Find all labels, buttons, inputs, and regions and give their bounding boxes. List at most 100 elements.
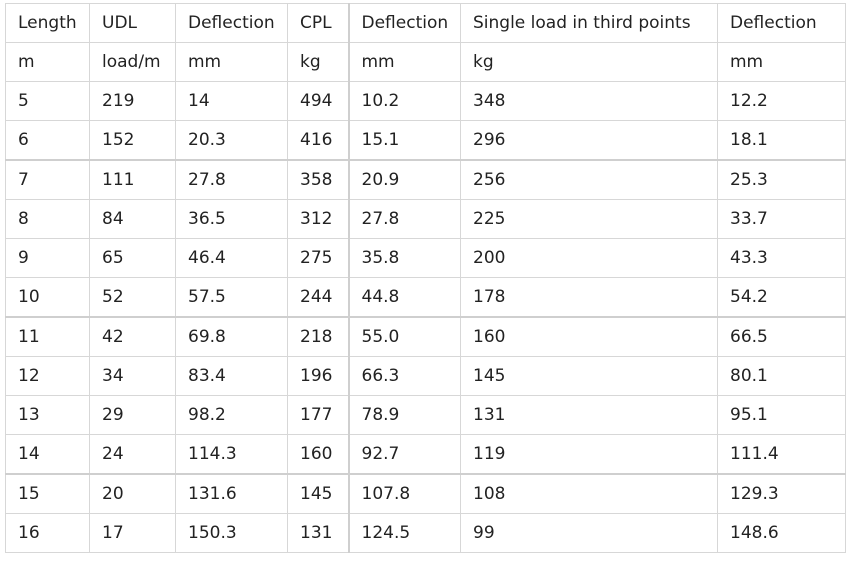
table-row: 16 17 150.3 131 124.5 99 148.6 [5, 513, 846, 553]
cell-length: 5 [5, 81, 90, 121]
cell-single-load: 296 [460, 120, 718, 161]
cell-length: 6 [5, 120, 90, 161]
cell-single-load-deflection: 66.5 [717, 316, 846, 357]
cell-cpl-deflection: 20.9 [348, 159, 461, 200]
cell-udl-deflection: 83.4 [175, 356, 288, 396]
cell-cpl-deflection: 27.8 [348, 199, 461, 239]
table-row: 5 219 14 494 10.2 348 12.2 [5, 81, 846, 121]
cell-cpl-deflection: 107.8 [348, 473, 461, 514]
cell-single-load: 178 [460, 277, 718, 318]
cell-length: 13 [5, 395, 90, 435]
cell-cpl-deflection: 15.1 [348, 120, 461, 161]
header-cell-udl-deflection: Deflection [175, 3, 288, 43]
cell-udl-deflection: 57.5 [175, 277, 288, 318]
cell-length: 10 [5, 277, 90, 318]
cell-cpl: 494 [287, 81, 350, 121]
cell-udl-deflection: 20.3 [175, 120, 288, 161]
cell-length: 12 [5, 356, 90, 396]
unit-cell-single-load-deflection: mm [717, 42, 846, 82]
cell-cpl-deflection: 124.5 [348, 513, 461, 553]
table-row: 13 29 98.2 177 78.9 131 95.1 [5, 395, 846, 435]
cell-udl: 29 [89, 395, 176, 435]
cell-length: 15 [5, 473, 90, 514]
cell-udl-deflection: 69.8 [175, 316, 288, 357]
unit-row: m load/m mm kg mm kg mm [5, 42, 846, 82]
cell-cpl: 177 [287, 395, 350, 435]
cell-single-load: 225 [460, 199, 718, 239]
cell-single-load: 108 [460, 473, 718, 514]
cell-udl: 152 [89, 120, 176, 161]
cell-single-load: 200 [460, 238, 718, 278]
cell-udl-deflection: 14 [175, 81, 288, 121]
cell-single-load-deflection: 80.1 [717, 356, 846, 396]
cell-length: 7 [5, 159, 90, 200]
cell-cpl-deflection: 66.3 [348, 356, 461, 396]
table-row: 7 111 27.8 358 20.9 256 25.3 [5, 159, 846, 200]
header-row: Length UDL Deflection CPL Deflection Sin… [5, 3, 846, 43]
cell-single-load-deflection: 18.1 [717, 120, 846, 161]
unit-cell-udl-deflection: mm [175, 42, 288, 82]
header-cell-udl: UDL [89, 3, 176, 43]
unit-cell-cpl: kg [287, 42, 350, 82]
load-deflection-table: Length UDL Deflection CPL Deflection Sin… [5, 3, 846, 553]
unit-cell-cpl-deflection: mm [348, 42, 461, 82]
cell-cpl: 275 [287, 238, 350, 278]
cell-single-load-deflection: 148.6 [717, 513, 846, 553]
table-row: 8 84 36.5 312 27.8 225 33.7 [5, 199, 846, 239]
cell-udl: 65 [89, 238, 176, 278]
cell-cpl: 145 [287, 473, 350, 514]
cell-udl: 17 [89, 513, 176, 553]
table-row: 12 34 83.4 196 66.3 145 80.1 [5, 356, 846, 396]
cell-cpl-deflection: 92.7 [348, 434, 461, 475]
cell-length: 8 [5, 199, 90, 239]
table-row: 15 20 131.6 145 107.8 108 129.3 [5, 473, 846, 514]
header-cell-cpl: CPL [287, 3, 350, 43]
table-row: 6 152 20.3 416 15.1 296 18.1 [5, 120, 846, 161]
table-row: 9 65 46.4 275 35.8 200 43.3 [5, 238, 846, 278]
cell-length: 11 [5, 316, 90, 357]
cell-cpl: 131 [287, 513, 350, 553]
cell-single-load-deflection: 129.3 [717, 473, 846, 514]
cell-cpl: 160 [287, 434, 350, 475]
unit-cell-length: m [5, 42, 90, 82]
cell-udl: 111 [89, 159, 176, 200]
cell-single-load: 99 [460, 513, 718, 553]
cell-single-load: 348 [460, 81, 718, 121]
cell-single-load: 145 [460, 356, 718, 396]
cell-single-load-deflection: 95.1 [717, 395, 846, 435]
cell-cpl: 244 [287, 277, 350, 318]
cell-single-load-deflection: 12.2 [717, 81, 846, 121]
load-deflection-table-container: Length UDL Deflection CPL Deflection Sin… [5, 3, 846, 560]
cell-udl: 42 [89, 316, 176, 357]
cell-cpl-deflection: 78.9 [348, 395, 461, 435]
cell-single-load: 131 [460, 395, 718, 435]
cell-cpl: 358 [287, 159, 350, 200]
header-cell-cpl-deflection: Deflection [348, 3, 461, 43]
header-cell-single-load: Single load in third points [460, 3, 718, 43]
cell-cpl: 416 [287, 120, 350, 161]
cell-cpl-deflection: 55.0 [348, 316, 461, 357]
unit-cell-single-load: kg [460, 42, 718, 82]
cell-length: 9 [5, 238, 90, 278]
cell-udl-deflection: 27.8 [175, 159, 288, 200]
header-cell-single-load-deflection: Deflection [717, 3, 846, 43]
cell-single-load-deflection: 111.4 [717, 434, 846, 475]
cell-udl-deflection: 98.2 [175, 395, 288, 435]
cell-udl-deflection: 131.6 [175, 473, 288, 514]
header-cell-length: Length [5, 3, 90, 43]
cell-udl: 24 [89, 434, 176, 475]
cell-cpl: 218 [287, 316, 350, 357]
cell-udl: 20 [89, 473, 176, 514]
cell-cpl-deflection: 44.8 [348, 277, 461, 318]
cell-length: 16 [5, 513, 90, 553]
table-row: 11 42 69.8 218 55.0 160 66.5 [5, 316, 846, 357]
unit-cell-udl: load/m [89, 42, 176, 82]
cell-udl: 34 [89, 356, 176, 396]
cell-single-load: 160 [460, 316, 718, 357]
cell-cpl: 312 [287, 199, 350, 239]
table-row: 14 24 114.3 160 92.7 119 111.4 [5, 434, 846, 475]
cell-udl: 84 [89, 199, 176, 239]
cell-length: 14 [5, 434, 90, 475]
cell-cpl: 196 [287, 356, 350, 396]
cell-udl-deflection: 36.5 [175, 199, 288, 239]
